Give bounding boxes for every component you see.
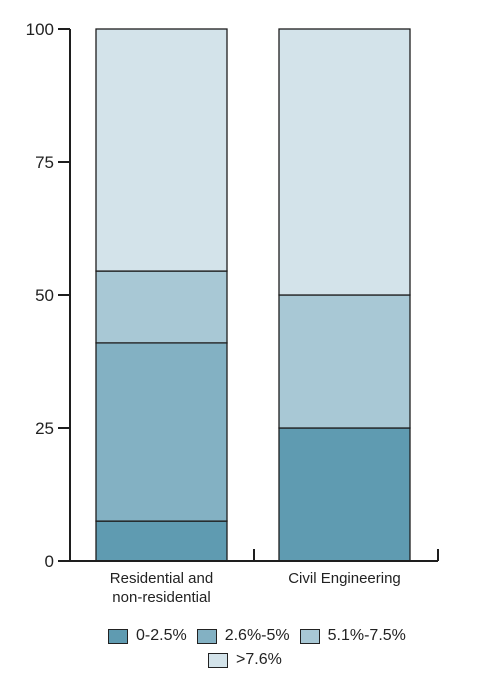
category-label-0-1: non-residential [112, 589, 210, 606]
bar-segment-0-0 [95, 520, 228, 562]
legend-row-2: >7.6% [108, 648, 468, 672]
legend-item-1: 2.6%-5% [196, 627, 290, 645]
y-tick-label-4: 100 [26, 20, 54, 39]
bar-segment-0-2 [95, 270, 228, 344]
legend-row-1: 0-2.5% 2.6%-5% 5.1%-7.5% [108, 624, 468, 648]
bar-segment-1-2 [278, 294, 411, 429]
bar-segment-0-1 [95, 342, 228, 522]
bar-segment-1-3 [278, 28, 411, 296]
y-tick-label-3: 75 [35, 153, 54, 172]
bar-segment-0-3 [95, 28, 228, 272]
legend-swatch-2 [299, 628, 320, 644]
legend-label-1: 2.6%-5% [224, 627, 290, 644]
stacked-bar-chart: 0 25 50 75 100 Residential and non-residentia… [26, 20, 439, 606]
legend-item-0: 0-2.5% [108, 627, 187, 645]
legend: 0-2.5% 2.6%-5% 5.1%-7.5% >7.6% [108, 624, 468, 672]
bar-segment-1-0 [278, 427, 411, 562]
legend-item-2: 5.1%-7.5% [299, 627, 406, 645]
y-tick-label-1: 25 [35, 419, 54, 438]
legend-swatch-3 [208, 652, 228, 668]
y-tick-label-2: 50 [35, 286, 54, 305]
y-tick-labels: 0 25 50 75 100 [26, 20, 54, 571]
category-labels: Residential and non-residential Civil Engi… [110, 570, 401, 606]
category-label-0-0: Residential and [110, 570, 213, 587]
axes-group [58, 28, 439, 562]
category-label-1-0: Civil Engineering [288, 570, 401, 587]
y-tick-label-0: 0 [45, 552, 54, 571]
legend-item-3: >7.6% [208, 651, 282, 669]
legend-label-2: 5.1%-7.5% [327, 627, 406, 644]
legend-swatch-1 [196, 628, 217, 644]
legend-swatch-0 [108, 628, 128, 644]
legend-label-0: 0-2.5% [136, 627, 187, 644]
bars-group [95, 28, 411, 562]
legend-label-3: >7.6% [236, 651, 282, 668]
